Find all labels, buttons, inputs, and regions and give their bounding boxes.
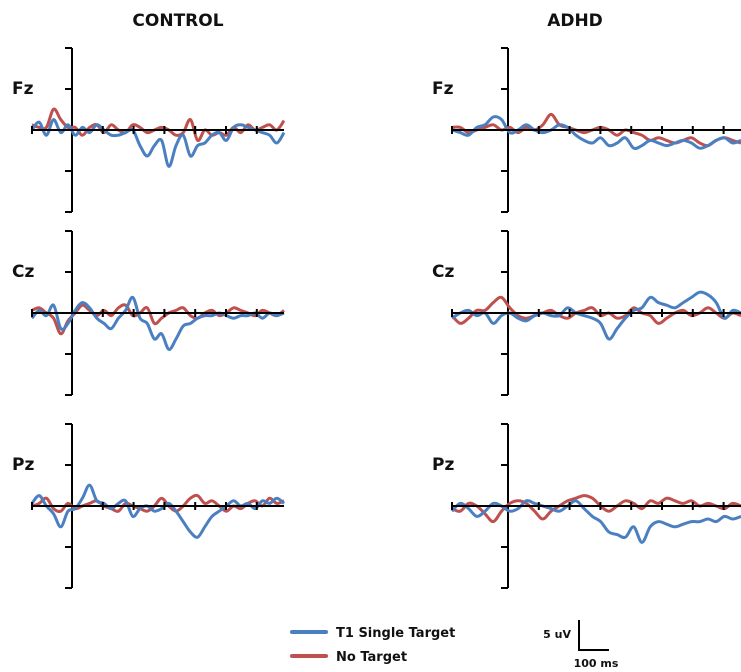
panel-adhd-fz: Fz (432, 47, 741, 213)
legend-label-t1-single-target: T1 Single Target (336, 626, 455, 641)
erp-groups: CONTROL Fz Cz Pz ADHD Fz Cz Pz (12, 11, 741, 589)
group-adhd: ADHD Fz Cz Pz (432, 11, 741, 589)
legend: T1 Single Target No Target (290, 626, 455, 665)
series-t1-single-target (30, 118, 286, 168)
panel-control-cz: Cz (12, 230, 285, 396)
series-t1-single-target (30, 483, 285, 539)
electrode-label: Fz (432, 79, 454, 99)
legend-label-no-target: No Target (336, 650, 407, 665)
electrode-label: Pz (12, 455, 34, 475)
panel-adhd-pz: Pz (432, 423, 741, 589)
series-t1-single-target (451, 290, 741, 341)
electrode-label: Cz (12, 262, 34, 282)
group-control: CONTROL Fz Cz Pz (12, 11, 286, 589)
electrode-label: Fz (12, 79, 34, 99)
panel-control-pz: Pz (12, 423, 285, 589)
series-t1-single-target (451, 115, 741, 151)
scale-bar-y-label: 5 uV (543, 628, 571, 641)
panel-adhd-cz: Cz (432, 230, 741, 396)
series-t1-single-target (30, 295, 285, 351)
electrode-label: Pz (432, 455, 454, 475)
scale-bar: 5 uV 100 ms (543, 620, 619, 670)
panel-control-fz: Fz (12, 47, 286, 213)
scale-bar-x-label: 100 ms (574, 657, 619, 670)
scale-bar-lines (578, 620, 609, 651)
series-no-target (451, 494, 741, 524)
electrode-label: Cz (432, 262, 454, 282)
group-title: CONTROL (132, 11, 223, 31)
series-no-target (31, 107, 286, 142)
group-title: ADHD (547, 11, 603, 31)
